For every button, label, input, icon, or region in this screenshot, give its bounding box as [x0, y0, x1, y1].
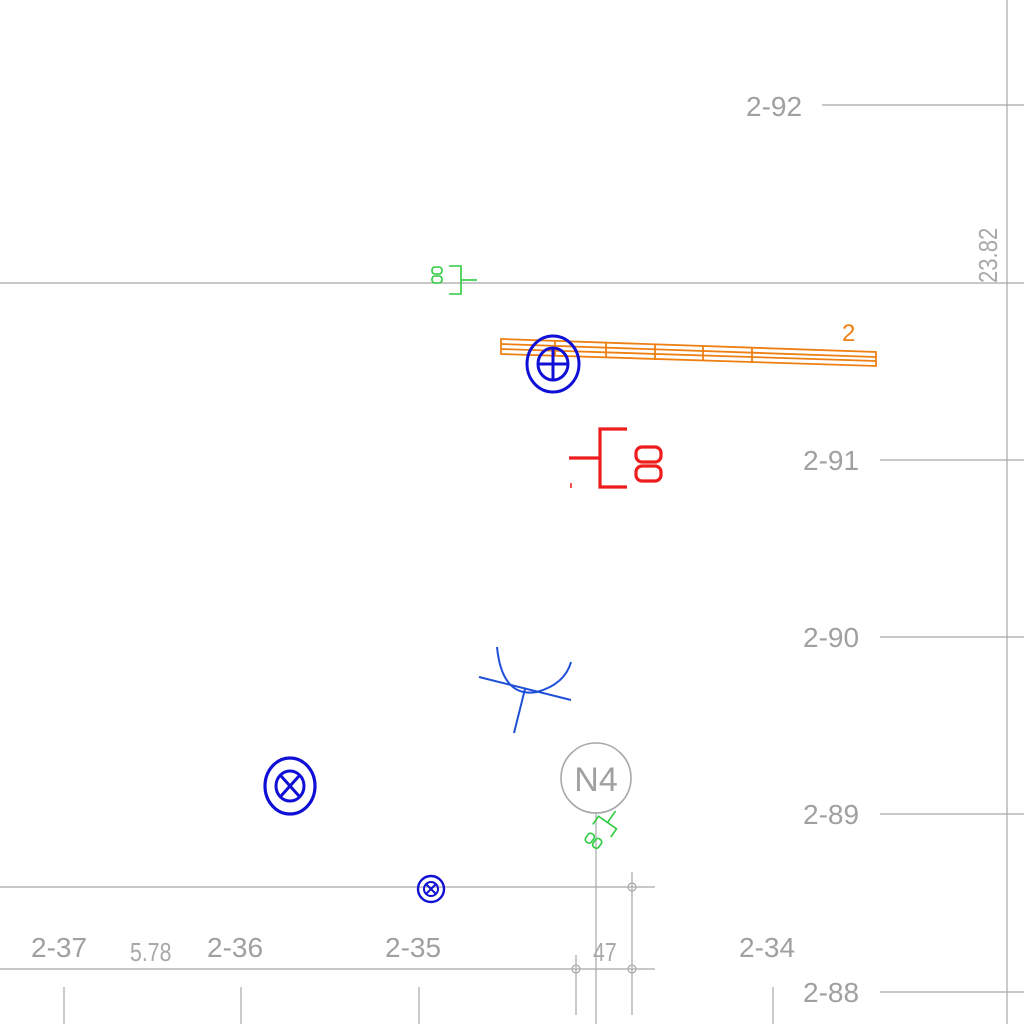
row-label: 2-89 [803, 799, 859, 830]
dimension-dot-left [571, 964, 581, 974]
column-label: 2-37 [31, 932, 87, 963]
outlet-symbol-icon [569, 427, 663, 489]
row-label: 2-91 [803, 445, 859, 476]
row-label: 2-92 [746, 91, 802, 122]
camera-fan-icon [478, 646, 572, 734]
node-label: N4 [574, 761, 617, 799]
node-circle-icon: N4 [560, 742, 632, 814]
crosshair-circle-icon [263, 756, 317, 816]
row-labels: 2-92 2-91 2-90 2-89 2-88 [746, 91, 859, 1008]
crosshair-circle-icon [525, 334, 581, 394]
column-label: 2-35 [385, 932, 441, 963]
dimension-label: 5.78 [130, 938, 171, 968]
crosshair-circle-icon [416, 874, 446, 904]
column-labels: 2-37 2-36 2-35 2-34 [31, 932, 795, 963]
column-label: 2-34 [739, 932, 795, 963]
dimension-dot-right [627, 964, 637, 974]
dimension-label: 47 [593, 938, 617, 968]
green-outlet-symbol-bottom [584, 810, 618, 850]
green-outlet-symbol-top [431, 265, 477, 295]
dimension-label-vertical: 23.82 [974, 228, 1003, 283]
orange-cable-tray [500, 338, 877, 367]
orange-bar-label: 2 [842, 320, 855, 347]
row-label: 2-90 [803, 622, 859, 653]
dimension-labels: 5.78 47 23.82 [130, 228, 1003, 968]
column-label: 2-36 [207, 932, 263, 963]
row-label: 2-88 [803, 977, 859, 1008]
dimension-dot-upper [627, 882, 637, 892]
